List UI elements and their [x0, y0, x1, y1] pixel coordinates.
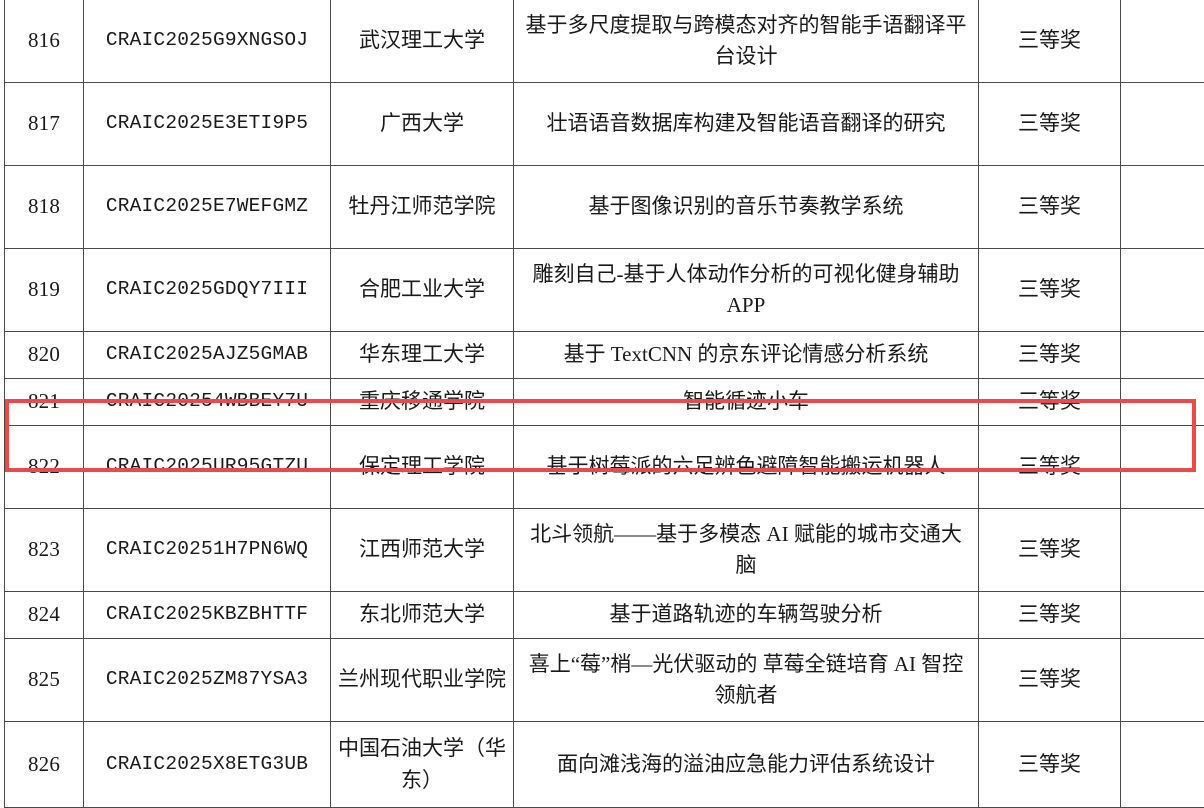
cell-project-code: CRAIC2025G9XNGSOJ	[84, 0, 331, 83]
cell-project-code: CRAIC20251H7PN6WQ	[84, 509, 331, 592]
cell-school-name: 华东理工大学	[331, 332, 514, 379]
cell-project-code: CRAIC2025KBZBHTTF	[84, 592, 331, 639]
cell-project-code: CRAIC2025AJZ5GMAB	[84, 332, 331, 379]
cell-award-level: 三等奖	[979, 249, 1121, 332]
cell-school-name: 东北师范大学	[331, 592, 514, 639]
cell-project-title: 壮语语音数据库构建及智能语音翻译的研究	[514, 83, 979, 166]
cell-award-level: 三等奖	[979, 426, 1121, 509]
cell-blank	[1121, 332, 1204, 379]
cell-sequence-number: 821	[5, 379, 84, 426]
cell-blank	[1121, 722, 1204, 808]
cell-award-level: 三等奖	[979, 0, 1121, 83]
cell-project-title: 基于 TextCNN 的京东评论情感分析系统	[514, 332, 979, 379]
cell-school-name: 重庆移通学院	[331, 379, 514, 426]
cell-blank	[1121, 426, 1204, 509]
cell-project-code: CRAIC2025X8ETG3UB	[84, 722, 331, 808]
cell-blank	[1121, 592, 1204, 639]
cell-award-level: 三等奖	[979, 166, 1121, 249]
cell-blank	[1121, 249, 1204, 332]
cell-school-name: 合肥工业大学	[331, 249, 514, 332]
cell-school-name: 广西大学	[331, 83, 514, 166]
cell-project-title: 喜上“莓”梢—光伏驱动的 草莓全链培育 AI 智控领航者	[514, 639, 979, 722]
cell-sequence-number: 817	[5, 83, 84, 166]
cell-project-code: CRAIC2025GDQY7III	[84, 249, 331, 332]
cell-award-level: 三等奖	[979, 722, 1121, 808]
cell-blank	[1121, 639, 1204, 722]
cell-blank	[1121, 509, 1204, 592]
cell-sequence-number: 824	[5, 592, 84, 639]
cell-blank	[1121, 166, 1204, 249]
cell-sequence-number: 823	[5, 509, 84, 592]
cell-award-level: 三等奖	[979, 379, 1121, 426]
cell-project-code: CRAIC2025E7WEFGMZ	[84, 166, 331, 249]
cell-sequence-number: 826	[5, 722, 84, 808]
cell-blank	[1121, 379, 1204, 426]
cell-sequence-number: 818	[5, 166, 84, 249]
cell-project-title: 面向滩浅海的溢油应急能力评估系统设计	[514, 722, 979, 808]
cell-project-code: CRAIC20254WBBEY7U	[84, 379, 331, 426]
cell-project-title: 智能循迹小车	[514, 379, 979, 426]
cell-project-code: CRAIC2025ZM87YSA3	[84, 639, 331, 722]
cell-award-level: 三等奖	[979, 639, 1121, 722]
cell-project-title: 基于多尺度提取与跨模态对齐的智能手语翻译平台设计	[514, 0, 979, 83]
cell-award-level: 三等奖	[979, 83, 1121, 166]
cell-school-name: 保定理工学院	[331, 426, 514, 509]
cell-school-name: 中国石油大学（华东）	[331, 722, 514, 808]
cell-project-title: 雕刻自己-基于人体动作分析的可视化健身辅助 APP	[514, 249, 979, 332]
cell-school-name: 武汉理工大学	[331, 0, 514, 83]
cell-sequence-number: 822	[5, 426, 84, 509]
cell-project-title: 基于树莓派的六足辨色避障智能搬运机器人	[514, 426, 979, 509]
cell-sequence-number: 825	[5, 639, 84, 722]
cell-project-code: CRAIC2025UR95GTZU	[84, 426, 331, 509]
cell-project-code: CRAIC2025E3ETI9P5	[84, 83, 331, 166]
cell-school-name: 兰州现代职业学院	[331, 639, 514, 722]
cell-sequence-number: 819	[5, 249, 84, 332]
cell-project-title: 北斗领航——基于多模态 AI 赋能的城市交通大脑	[514, 509, 979, 592]
cell-award-level: 三等奖	[979, 509, 1121, 592]
cell-project-title: 基于道路轨迹的车辆驾驶分析	[514, 592, 979, 639]
cell-school-name: 江西师范大学	[331, 509, 514, 592]
cell-sequence-number: 816	[5, 0, 84, 83]
cell-blank	[1121, 0, 1204, 83]
cell-sequence-number: 820	[5, 332, 84, 379]
cell-award-level: 三等奖	[979, 592, 1121, 639]
cell-project-title: 基于图像识别的音乐节奏教学系统	[514, 166, 979, 249]
cell-award-level: 三等奖	[979, 332, 1121, 379]
cell-blank	[1121, 83, 1204, 166]
cell-school-name: 牡丹江师范学院	[331, 166, 514, 249]
